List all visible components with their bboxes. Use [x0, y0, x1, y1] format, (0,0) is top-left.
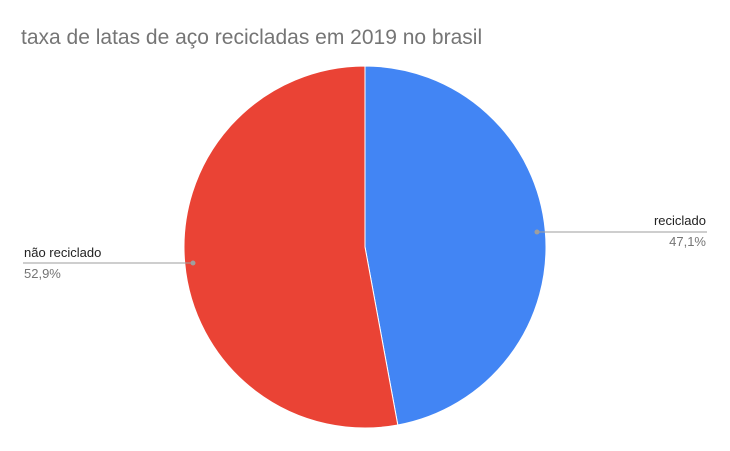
pie-slice-reciclado[interactable] — [364, 65, 547, 426]
leader-dot — [190, 260, 196, 266]
leader-dot — [534, 229, 540, 235]
slice-label: reciclado — [654, 213, 706, 228]
slice-label: não reciclado — [24, 245, 101, 260]
chart-title: taxa de latas de aço recicladas em 2019 … — [21, 26, 483, 49]
pie-labels: reciclado 47,1% não reciclado 52,9% — [23, 213, 707, 281]
slice-percentage: 47,1% — [669, 234, 706, 249]
pie-slices — [183, 65, 547, 429]
slice-percentage: 52,9% — [24, 266, 61, 281]
